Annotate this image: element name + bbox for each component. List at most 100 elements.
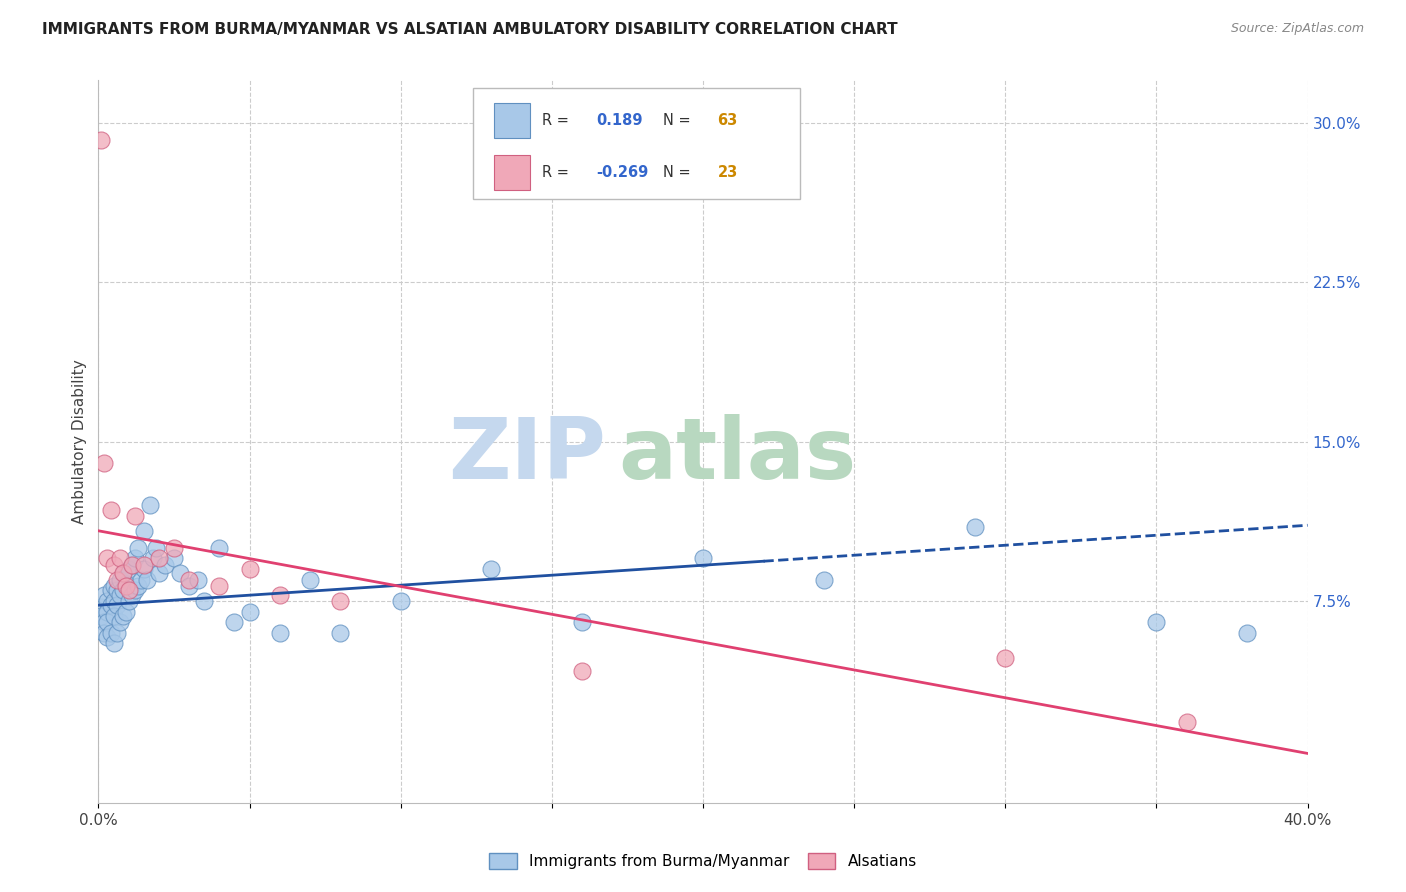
Point [93,588,115,602]
Point [96,630,118,644]
Point [108,588,131,602]
Point [179,579,201,593]
Point [813,573,835,587]
Point [105,583,128,598]
Point [90,600,112,615]
Point [132,562,155,576]
Point [121,558,143,572]
Point [118,594,141,608]
Text: R =: R = [543,165,574,180]
Point [132,558,155,572]
Point [269,625,291,640]
Point [187,573,209,587]
Point [114,605,136,619]
Point [127,579,149,593]
Point [124,583,146,598]
Point [1236,625,1258,640]
Point [124,508,146,523]
Point [90,608,112,623]
Point [114,577,136,591]
Point [239,562,262,576]
Point [103,608,125,623]
Text: IMMIGRANTS FROM BURMA/MYANMAR VS ALSATIAN AMBULATORY DISABILITY CORRELATION CHAR: IMMIGRANTS FROM BURMA/MYANMAR VS ALSATIA… [42,22,898,37]
Text: 23: 23 [717,165,738,180]
Point [169,566,191,581]
Text: Source: ZipAtlas.com: Source: ZipAtlas.com [1230,22,1364,36]
Point [121,588,143,602]
Point [103,579,125,593]
Point [100,598,122,612]
FancyBboxPatch shape [494,155,530,190]
Point [111,566,134,581]
Text: atlas: atlas [619,415,856,498]
Point [153,558,176,572]
Point [93,456,115,470]
Point [118,562,141,576]
Point [179,573,201,587]
Text: R =: R = [543,113,574,128]
Point [103,594,125,608]
Point [96,551,118,566]
Text: 63: 63 [717,113,738,128]
Point [329,625,352,640]
FancyBboxPatch shape [494,103,530,137]
Point [118,583,141,598]
Point [269,588,291,602]
Point [299,573,322,587]
Point [329,594,352,608]
Point [96,615,118,630]
Point [1144,615,1167,630]
Point [111,583,134,598]
Point [142,551,165,566]
Text: 0.189: 0.189 [596,113,643,128]
Point [239,605,262,619]
Text: ZIP: ZIP [449,415,606,498]
Point [571,615,593,630]
Point [108,615,131,630]
Point [148,551,170,566]
Point [96,594,118,608]
Point [93,615,115,630]
Legend: Immigrants from Burma/Myanmar, Alsatians: Immigrants from Burma/Myanmar, Alsatians [484,847,922,875]
Text: N =: N = [664,165,696,180]
Point [90,133,112,147]
Point [108,573,131,587]
Point [103,558,125,572]
Point [1175,714,1198,729]
Point [100,625,122,640]
Point [965,519,987,533]
Point [193,594,215,608]
Point [135,573,157,587]
Point [105,573,128,587]
Point [139,498,162,512]
Point [994,651,1017,665]
Point [100,502,122,516]
Point [105,598,128,612]
Point [121,558,143,572]
FancyBboxPatch shape [474,87,800,200]
Point [103,636,125,650]
Point [571,664,593,678]
Point [124,551,146,566]
Point [108,551,131,566]
Point [481,562,503,576]
Point [208,541,231,555]
Point [132,524,155,538]
Text: N =: N = [664,113,696,128]
Point [93,625,115,640]
Point [163,551,186,566]
Point [111,566,134,581]
Point [692,551,714,566]
Point [127,541,149,555]
Point [129,573,152,587]
Point [389,594,412,608]
Text: -0.269: -0.269 [596,165,648,180]
Point [224,615,246,630]
Point [148,566,170,581]
Point [208,579,231,593]
Point [114,579,136,593]
Point [163,541,186,555]
Point [111,608,134,623]
Point [105,625,128,640]
Point [145,541,167,555]
